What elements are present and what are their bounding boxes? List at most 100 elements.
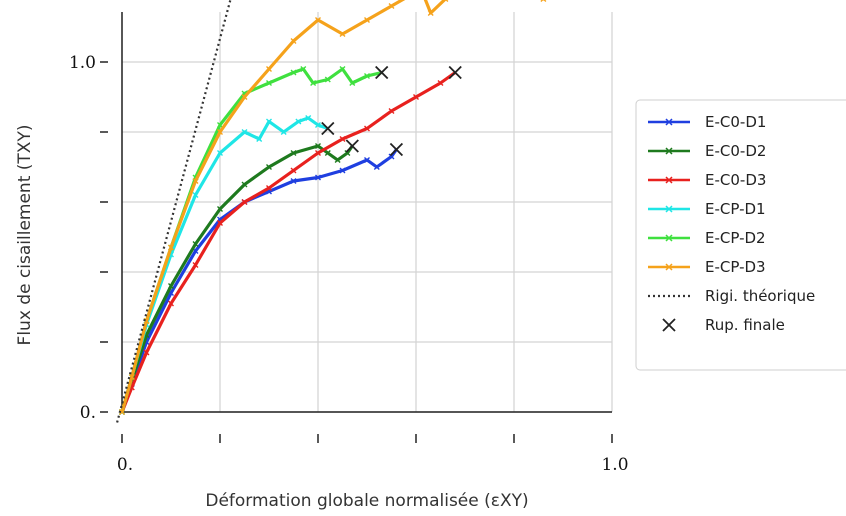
legend-box [635,99,846,371]
series-line [120,71,457,413]
data-point [241,129,248,135]
data-point [540,0,547,2]
legend-marker [665,176,673,184]
axes: 0. 1.0 0. 1.0 [69,12,629,475]
legend-entry-e-c0-d2: E-C0-D2 [648,142,766,160]
data-point [266,66,272,72]
data-point [266,185,272,191]
data-point [339,136,346,142]
series-line [120,0,545,413]
legend-entry-e-c0-d3: E-C0-D3 [648,171,766,189]
data-point [413,94,419,100]
legend-entry-e-cp-d3: E-CP-D3 [648,258,766,276]
final-rupture-markers [321,65,462,157]
data-point [217,129,223,135]
legend-entry-rup-finale: Rup. finale [662,316,785,334]
legend-entry-e-c0-d1: E-C0-D1 [648,113,766,131]
data-point [241,199,248,205]
series-e-cp-d2 [119,66,385,415]
data-point [427,10,434,16]
series-e-cp-d1 [119,115,331,415]
y-tick-label: 0. [80,403,96,423]
data-point [388,108,395,114]
data-point [324,150,331,156]
data-point [349,80,356,86]
data-point [290,167,297,174]
rupture-marker [321,121,335,136]
rupture-marker [345,139,359,153]
data-point [290,150,297,156]
data-point [334,157,341,163]
legend-marker [665,234,673,242]
legend-swatch [662,318,676,332]
data-point [290,38,297,44]
data-point [168,244,174,251]
data-point [364,73,370,79]
series-line [120,116,329,413]
legend-entry-e-cp-d1: E-CP-D1 [648,200,766,218]
data-point [315,143,321,149]
data-point [168,300,174,307]
legend-entry-e-cp-d2: E-CP-D2 [648,229,766,247]
legend-marker [665,147,673,155]
series-rigi-th-orique [116,0,232,423]
data-point [300,66,307,72]
data-point [256,136,263,142]
data-point [295,118,302,125]
data-point [339,31,346,37]
data-point [280,129,287,135]
data-point [310,80,317,86]
legend: E-C0-D1 E-C0-D2 E-C0-D3 E-CP-D1 E-CP-D2 E-CP-… [635,99,846,371]
data-point [241,181,248,188]
data-point [388,3,395,9]
rupture-marker [375,65,389,80]
data-point [266,80,272,86]
data-point [192,241,199,247]
data-point [324,76,331,83]
legend-entry-rigi-th-orique: Rigi. théorique [648,287,815,305]
x-axis-label: Déformation globale normalisée (εXY) [205,491,528,511]
y-tick-label: 1.0 [69,53,96,73]
legend-label: Rigi. théorique [705,287,815,305]
series-e-cp-d3 [119,0,547,415]
legend-marker [665,205,673,213]
legend-label: E-CP-D2 [705,229,766,247]
data-point [442,0,449,2]
legend-label: Rup. finale [705,316,785,334]
data-point [315,122,321,128]
data-point [192,178,199,184]
data-point [128,374,135,380]
data-point [266,118,272,125]
data-point [119,409,125,415]
legend-label: E-CP-D3 [705,258,766,276]
data-point [217,122,223,128]
legend-label: E-C0-D3 [705,171,766,189]
legend-label: E-CP-D1 [705,200,766,218]
x-tick-label: 0. [117,455,133,475]
data-point [217,206,223,212]
series-e-c0-d3 [119,69,459,415]
data-point [192,192,199,198]
data-point [315,17,321,23]
data-point [364,125,370,132]
legend-marker [665,263,673,271]
data-point [290,69,297,76]
data-point [315,174,321,181]
data-point [217,150,223,156]
data-point [437,80,444,86]
data-point [168,283,174,289]
theoretical-stiffness-line [116,0,232,423]
data-point [290,178,297,184]
data-point [305,115,312,121]
data-point [339,167,346,174]
legend-label: E-C0-D2 [705,142,766,160]
data-point [217,220,223,226]
y-axis-label: Flux de cisaillement (TXY) [15,125,35,346]
rupture-marker [389,142,404,157]
data-point [364,157,370,163]
data-point [373,164,380,170]
series-e-c0-d2 [119,143,356,415]
data-point [315,150,321,156]
data-point [266,164,272,170]
